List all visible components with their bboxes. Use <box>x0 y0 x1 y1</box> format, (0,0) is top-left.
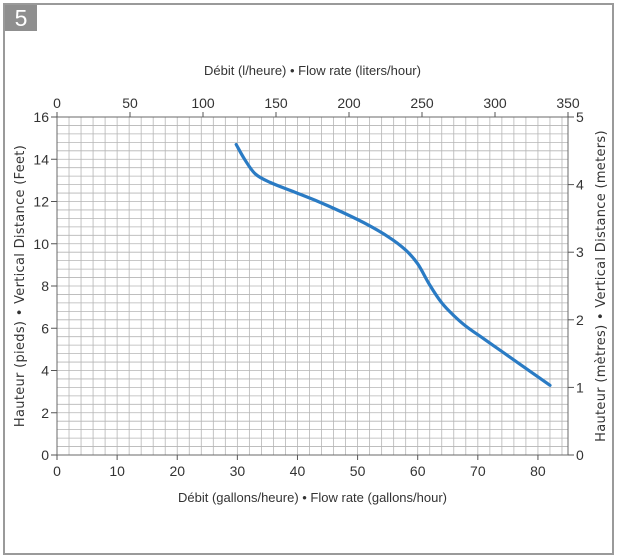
left-tick-label: 10 <box>33 236 49 252</box>
right-tick-label: 3 <box>576 244 584 260</box>
bottom-tick-label: 40 <box>290 463 306 479</box>
series-group <box>234 142 552 387</box>
bottom-tick-label: 80 <box>530 463 546 479</box>
left-tick-label: 0 <box>41 447 49 463</box>
right-tick-label: 5 <box>576 109 584 125</box>
bottom-tick-label: 30 <box>230 463 246 479</box>
top-tick-label: 250 <box>410 95 434 111</box>
top-tick-label: 100 <box>191 95 215 111</box>
top-axis-title: Débit (l/heure) • Flow rate (liters/hour… <box>204 63 421 78</box>
left-tick-label: 4 <box>41 363 49 379</box>
figure-number-badge: 5 <box>5 5 37 31</box>
bottom-tick-label: 20 <box>169 463 185 479</box>
left-tick-label: 14 <box>33 151 49 167</box>
bottom-tick-label: 50 <box>350 463 366 479</box>
top-tick-label: 200 <box>337 95 361 111</box>
top-tick-label: 50 <box>122 95 138 111</box>
bottom-tick-label: 0 <box>53 463 61 479</box>
right-axis-title: Hauteur (mètres) • Vertical Distance (me… <box>594 130 609 442</box>
left-tick-label: 2 <box>41 405 49 421</box>
axis-ticks: 0 10 20 30 40 50 60 70 800 50 100 150 200 250 300 35002… <box>33 95 584 479</box>
top-tick-label: 0 <box>53 95 61 111</box>
left-tick-label: 6 <box>41 320 49 336</box>
right-tick-label: 4 <box>576 177 584 193</box>
bottom-tick-label: 60 <box>410 463 426 479</box>
right-tick-label: 2 <box>576 312 584 328</box>
left-axis-title: Hauteur (pieds) • Vertical Distance (Fee… <box>13 145 28 427</box>
top-tick-label: 150 <box>264 95 288 111</box>
chart-grid <box>56 116 568 456</box>
series-line <box>234 142 552 387</box>
bottom-axis-title: Débit (gallons/heure) • Flow rate (gallo… <box>178 490 447 505</box>
left-tick-label: 12 <box>33 194 49 210</box>
bottom-tick-label: 10 <box>109 463 125 479</box>
top-tick-label: 350 <box>556 95 580 111</box>
bottom-tick-label: 70 <box>470 463 486 479</box>
left-tick-label: 16 <box>33 109 49 125</box>
right-tick-label: 1 <box>576 379 584 395</box>
left-tick-label: 8 <box>41 278 49 294</box>
top-tick-label: 300 <box>483 95 507 111</box>
right-tick-label: 0 <box>576 447 584 463</box>
chart-frame <box>3 3 614 555</box>
